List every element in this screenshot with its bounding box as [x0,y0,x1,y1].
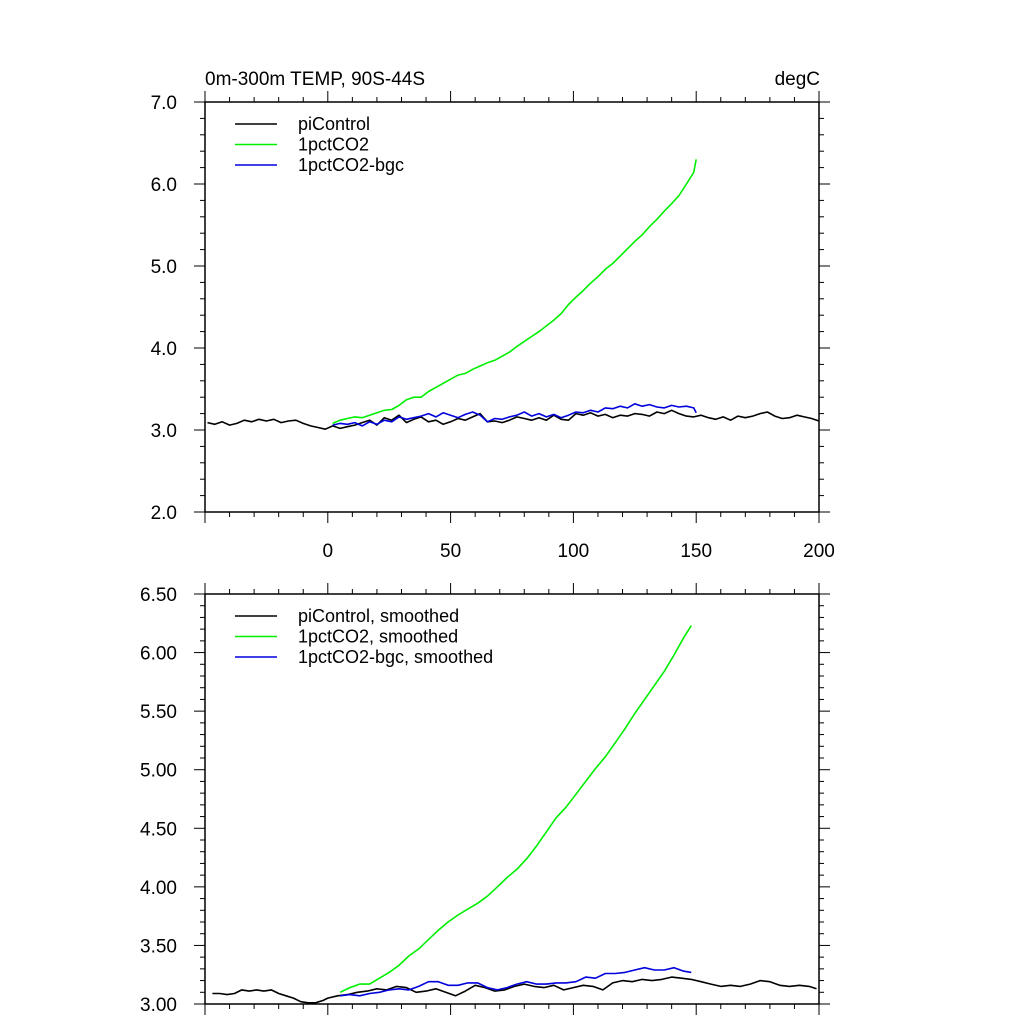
panel-1: 0m-300m TEMP, 90S-44S degC 2.0 3.0 4.0 5.0 6… [151,69,835,562]
series-line-1pctco2-smoothed [339,625,692,994]
y-tick-label: 5.0 [151,257,177,278]
series-line-1pctco2 [332,159,697,425]
panel-2-plot-frame [204,593,820,1005]
legend-label: 1pctCO2-bgc, smoothed [298,647,493,667]
panel-1-tick-labels: 2.0 3.0 4.0 5.0 6.0 7.0 0 50 100 150 200 [151,93,835,562]
panel-1-series [207,159,820,431]
y-tick-label: 6.50 [140,585,177,606]
series-line-1pctco2-bgc [332,402,697,427]
panel-1-ticks [194,91,830,523]
y-tick-label: 3.50 [140,936,177,957]
panel-2: 3.00 3.50 4.00 4.50 5.00 5.50 6.00 6.50 piContr… [140,583,830,1016]
y-tick-label: 4.50 [140,819,177,840]
series-line-picontrol [207,409,820,431]
series-line-picontrol-smoothed [212,976,817,1004]
legend-label: 1pctCO2 [298,135,369,155]
legend-label: piControl, smoothed [298,606,459,626]
y-tick-label: 6.0 [151,175,177,196]
y-tick-label: 5.50 [140,702,177,723]
y-tick-label: 3.0 [151,421,177,442]
x-tick-label: 100 [558,541,590,562]
legend-label: 1pctCO2, smoothed [298,627,458,647]
panel-1-plot-frame [204,101,820,513]
x-tick-label: 150 [680,541,712,562]
y-tick-label: 4.0 [151,339,177,360]
panel-2-series [212,625,817,1004]
panel-1-title: 0m-300m TEMP, 90S-44S [205,69,425,90]
x-tick-label: 200 [803,541,835,562]
panel-2-ticks [194,583,830,1015]
legend-label: piControl [298,114,370,134]
panel-2-tick-labels: 3.00 3.50 4.00 4.50 5.00 5.50 6.00 6.50 [140,585,177,1016]
y-tick-label: 6.00 [140,644,177,665]
x-tick-label: 50 [440,541,461,562]
legend-label: 1pctCO2-bgc [298,155,404,175]
y-tick-label: 2.0 [151,503,177,524]
x-tick-label: 0 [323,541,334,562]
y-tick-label: 3.00 [140,995,177,1016]
panel-1-units: degC [775,69,820,90]
y-tick-label: 7.0 [151,93,177,114]
y-tick-label: 4.00 [140,878,177,899]
y-tick-label: 5.00 [140,761,177,782]
series-line-1pctco2-bgc-smoothed [340,966,692,997]
